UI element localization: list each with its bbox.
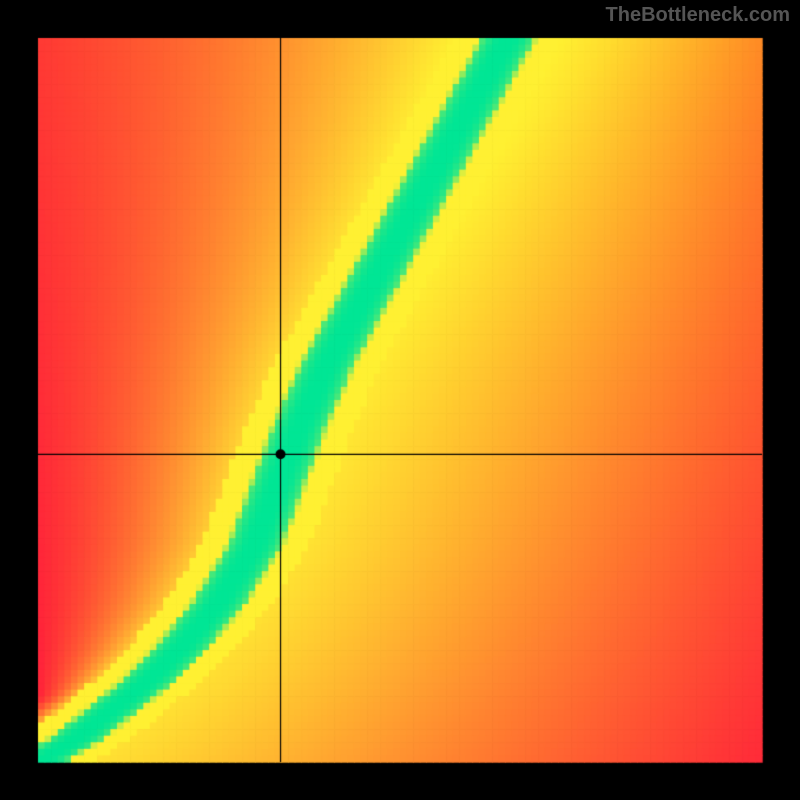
chart-container: TheBottleneck.com — [0, 0, 800, 800]
watermark-text: TheBottleneck.com — [606, 4, 790, 27]
heatmap-canvas — [0, 0, 800, 800]
